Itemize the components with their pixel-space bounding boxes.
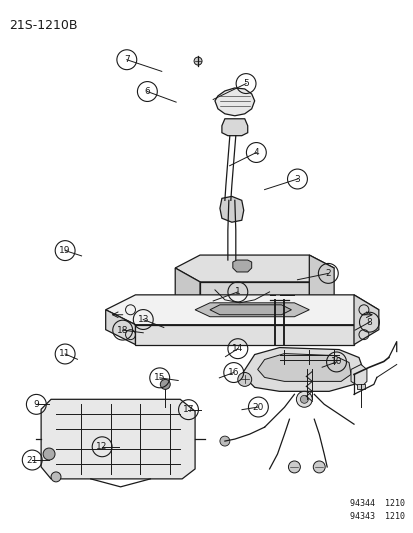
Text: 11: 11 xyxy=(59,350,71,359)
Text: 94343  1210: 94343 1210 xyxy=(349,512,404,521)
Text: 16: 16 xyxy=(228,368,239,377)
Text: 20: 20 xyxy=(252,402,263,411)
Circle shape xyxy=(194,57,202,65)
Polygon shape xyxy=(219,196,243,222)
Circle shape xyxy=(300,395,308,403)
Circle shape xyxy=(313,461,325,473)
Text: 19: 19 xyxy=(59,246,71,255)
Text: 21: 21 xyxy=(26,456,38,465)
Polygon shape xyxy=(356,384,364,389)
Text: 15: 15 xyxy=(154,373,165,382)
Text: 8: 8 xyxy=(366,318,371,327)
Text: 10: 10 xyxy=(330,358,342,367)
Text: 21S-1210B: 21S-1210B xyxy=(9,19,78,33)
Polygon shape xyxy=(350,365,366,387)
Text: 9: 9 xyxy=(33,400,39,409)
Polygon shape xyxy=(221,119,247,136)
Text: 7: 7 xyxy=(123,55,129,64)
Circle shape xyxy=(219,436,229,446)
Polygon shape xyxy=(41,399,195,479)
Circle shape xyxy=(160,379,170,389)
Polygon shape xyxy=(175,255,333,282)
Polygon shape xyxy=(105,310,135,345)
Text: 94344  1210: 94344 1210 xyxy=(349,499,404,508)
Text: 1: 1 xyxy=(235,287,240,296)
Polygon shape xyxy=(241,348,363,391)
Text: 13: 13 xyxy=(137,315,149,324)
Polygon shape xyxy=(105,295,378,325)
Polygon shape xyxy=(309,255,333,315)
Polygon shape xyxy=(195,303,309,317)
Polygon shape xyxy=(175,268,199,315)
Text: 17: 17 xyxy=(182,405,194,414)
Polygon shape xyxy=(232,260,251,272)
Text: 5: 5 xyxy=(242,79,248,88)
Polygon shape xyxy=(209,305,291,315)
Circle shape xyxy=(288,461,300,473)
Polygon shape xyxy=(353,295,378,345)
Text: 4: 4 xyxy=(253,148,259,157)
Text: 12: 12 xyxy=(96,442,107,451)
Polygon shape xyxy=(257,353,350,382)
Circle shape xyxy=(43,448,55,460)
Polygon shape xyxy=(214,88,254,116)
Polygon shape xyxy=(135,325,353,345)
Circle shape xyxy=(237,373,251,386)
Circle shape xyxy=(296,391,311,407)
Text: 14: 14 xyxy=(232,344,243,353)
Polygon shape xyxy=(199,282,309,315)
Text: 2: 2 xyxy=(325,269,330,278)
Text: 6: 6 xyxy=(144,87,150,96)
Text: 3: 3 xyxy=(294,174,299,183)
Text: 18: 18 xyxy=(116,326,128,335)
Circle shape xyxy=(51,472,61,482)
